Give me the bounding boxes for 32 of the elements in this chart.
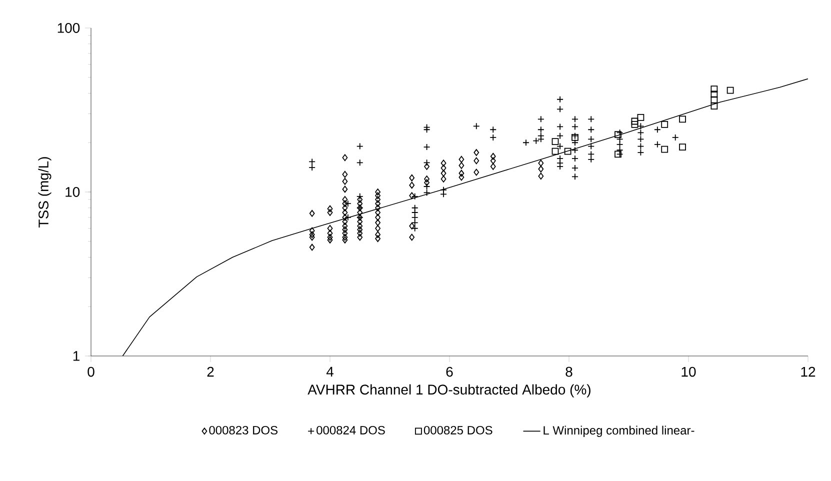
y-axis-title: TSS (mg/L) [38, 157, 52, 228]
point [564, 148, 572, 155]
y-tick-label: 100 [58, 23, 80, 33]
point [637, 114, 644, 121]
x-tick-label: 8 [566, 366, 572, 377]
x-tick-label: 4 [326, 366, 334, 376]
point [710, 90, 718, 98]
legend-label: 000824 DOS [316, 426, 385, 434]
y-tick-label: 1 [73, 351, 80, 361]
x-tick-label: 10 [682, 366, 696, 377]
legend-label: L Winnipeg combined linear- [544, 426, 694, 437]
point [679, 116, 686, 123]
point [661, 121, 668, 128]
point [679, 144, 686, 150]
point [710, 102, 718, 110]
point [726, 86, 734, 94]
point [631, 118, 638, 125]
x-tick-label: 0 [88, 366, 94, 377]
point [661, 146, 668, 153]
legend-label: 000823 DOS [209, 426, 278, 434]
y-tick-label: 10 [66, 187, 80, 197]
x-axis-title: AVHRR Channel 1 DO-subtracted Albedo (%) [308, 384, 590, 398]
point [552, 138, 559, 146]
x-tick-label: 12 [801, 366, 816, 377]
point [631, 121, 638, 128]
point [710, 96, 718, 104]
x-tick-label: 2 [207, 366, 214, 377]
point [552, 148, 559, 155]
x-tick-label: 6 [446, 366, 453, 377]
point [614, 150, 622, 158]
legend-label: 000825 DOS [424, 426, 492, 434]
point [710, 86, 718, 93]
